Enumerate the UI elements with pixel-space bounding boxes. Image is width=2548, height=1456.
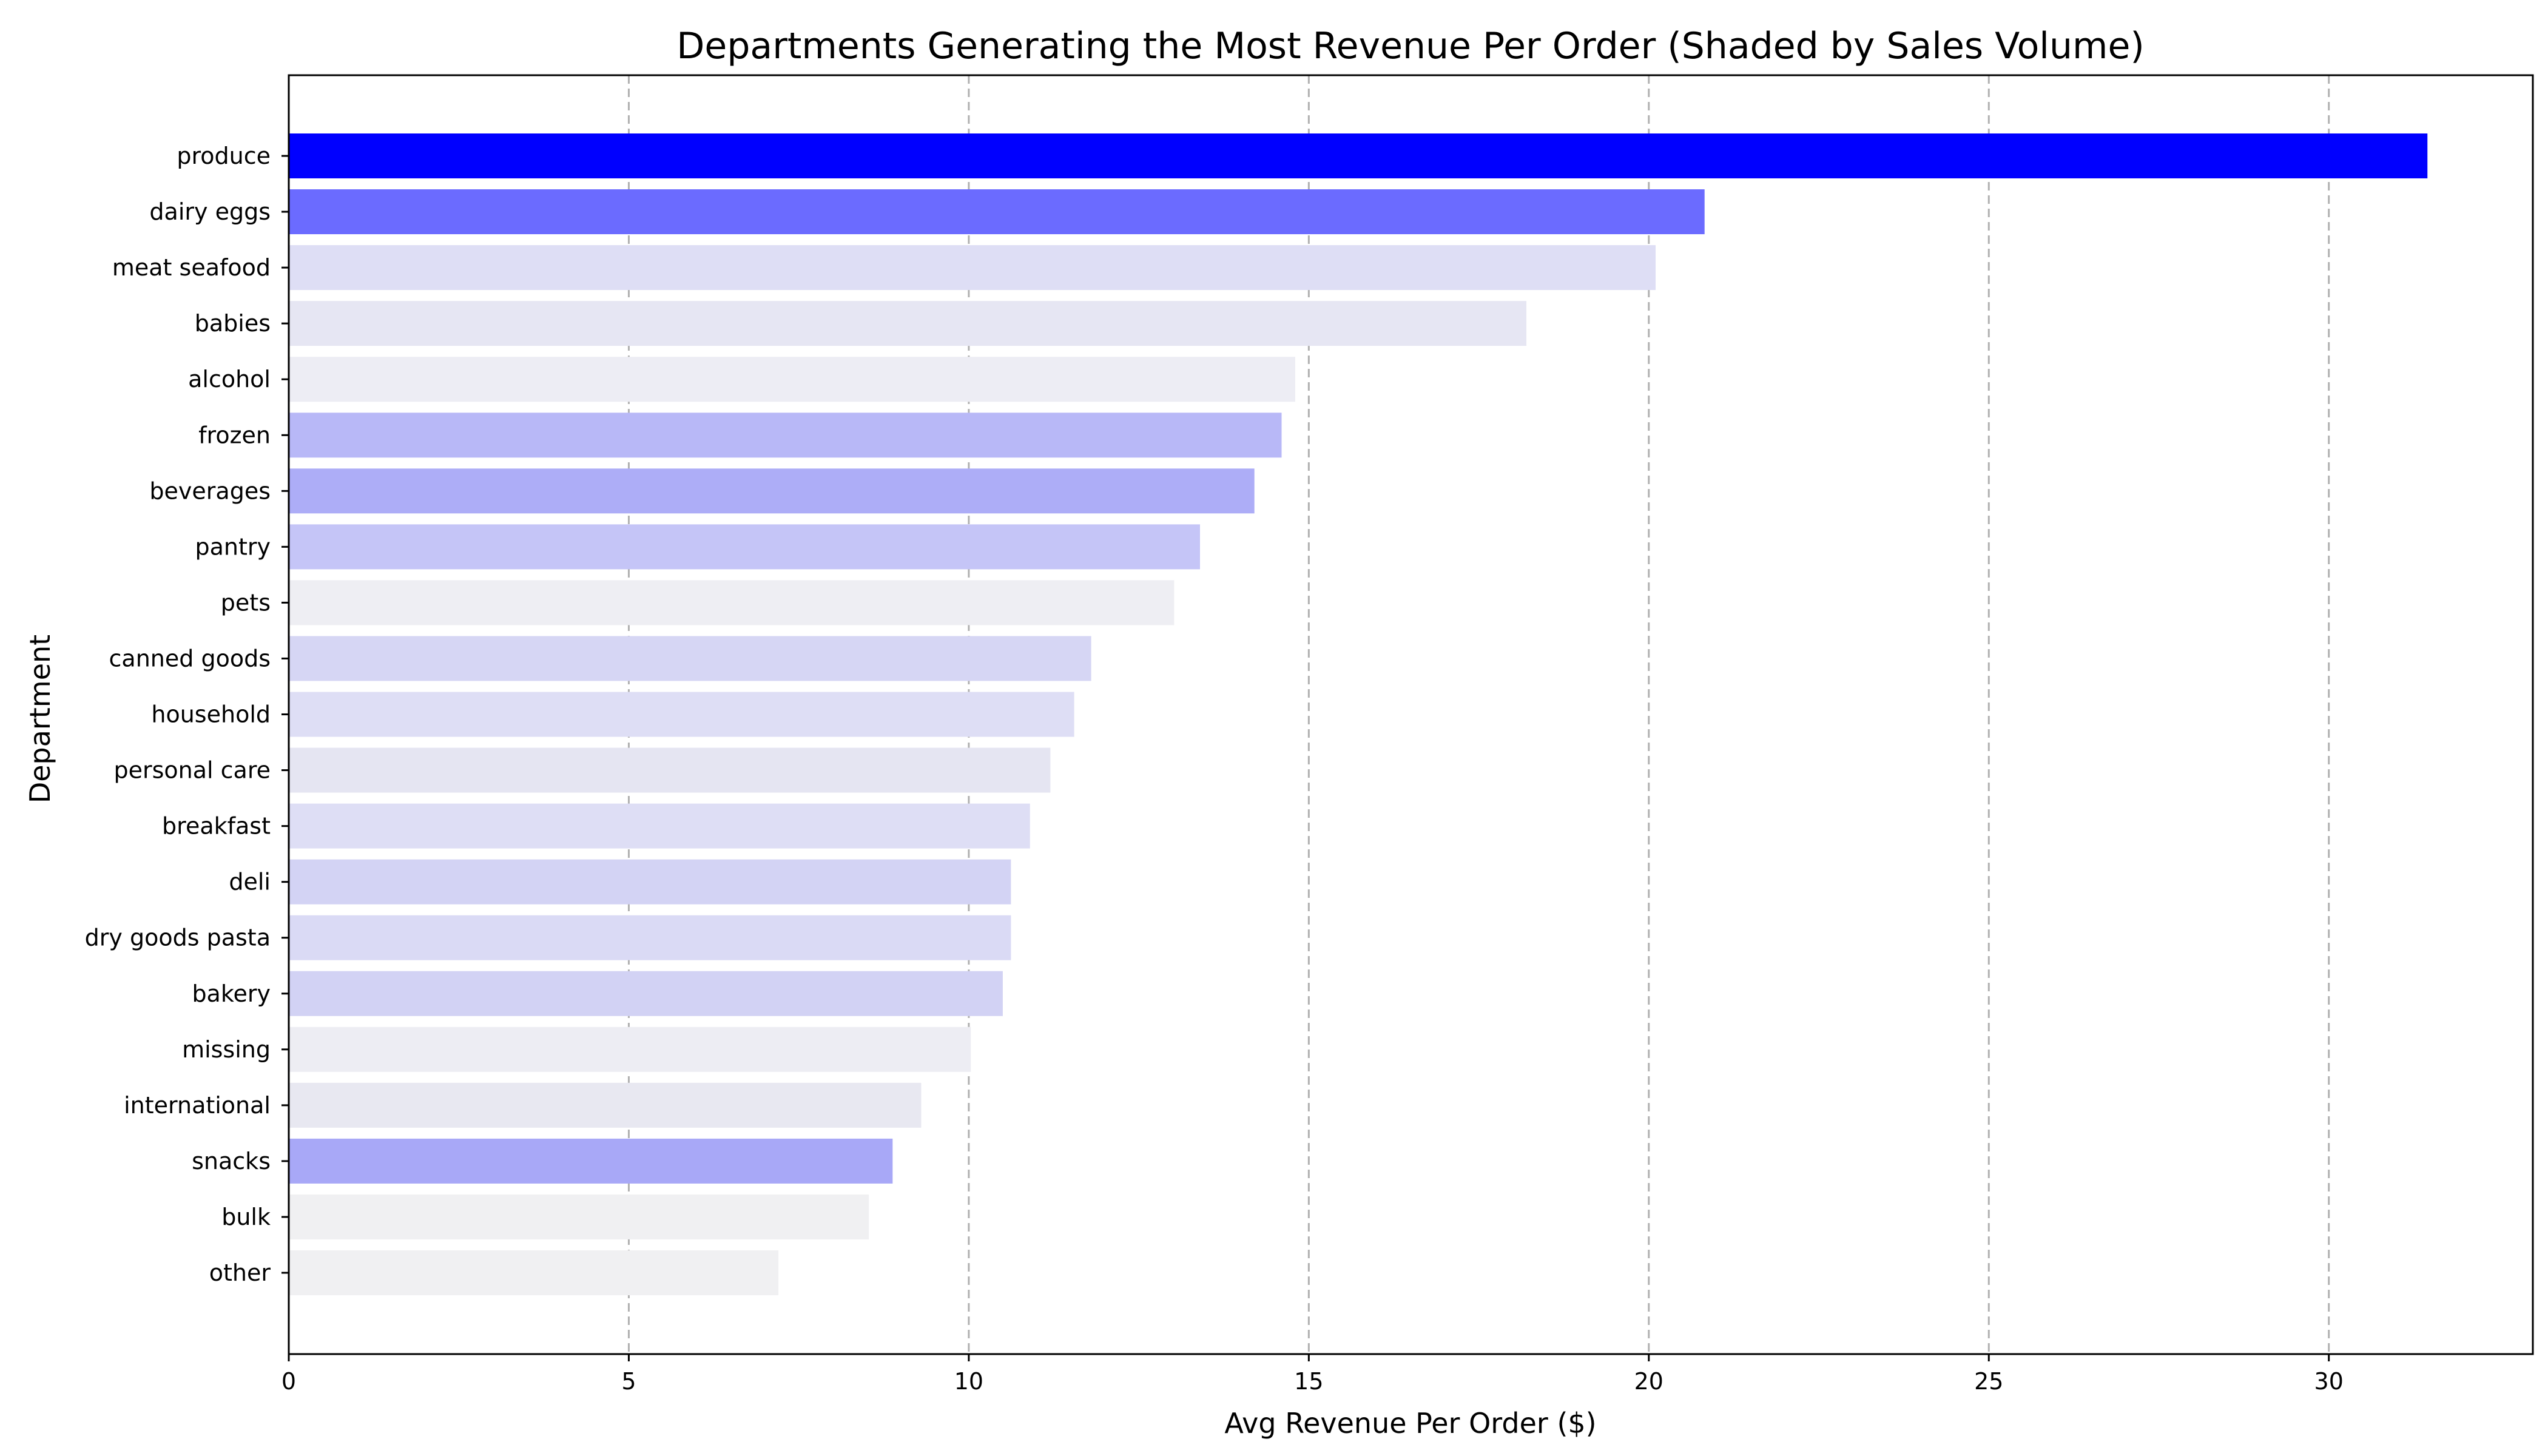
y-tick-label: deli [229,869,271,895]
bar-international [289,1082,922,1128]
y-tick-label: canned goods [109,645,271,672]
bars [289,133,2428,1295]
bar-alcohol [289,357,1295,402]
y-tick-labels: produce dairy eggs meat seafood babies alcoh… [85,143,289,1286]
bar-dry-goods-pasta [289,915,1011,960]
y-tick-label: breakfast [162,813,271,840]
bar-bulk [289,1194,869,1239]
x-tick-label: 10 [954,1368,983,1395]
y-tick-label: dairy eggs [149,198,271,225]
plot-frame [288,74,2534,1355]
bar-bakery [289,971,1003,1016]
y-tick-label: babies [195,310,271,337]
x-tick-label: 15 [1294,1368,1323,1395]
y-tick-label: alcohol [188,366,271,393]
y-tick-label: bakery [192,980,271,1007]
y-tick-label: snacks [192,1148,271,1175]
x-tick-labels: 0 5 10 15 20 25 30 [281,1354,2344,1395]
x-tick-label: 30 [2314,1368,2344,1395]
chart-title: Departments Generating the Most Revenue … [676,25,2145,67]
bar-personal-care [289,747,1051,793]
bar-produce [289,133,2428,178]
bar-babies [289,301,1527,346]
y-tick-label: household [151,701,271,728]
y-tick-label: personal care [113,757,271,784]
y-tick-label: beverages [149,477,271,504]
bar-pantry [289,524,1201,570]
y-tick-label: bulk [221,1204,271,1230]
x-tick-label: 0 [281,1368,296,1395]
bar-snacks [289,1138,893,1184]
x-tick-label: 20 [1634,1368,1663,1395]
y-tick-label: frozen [198,422,271,448]
bar-other [289,1250,779,1295]
bar-deli [289,859,1011,905]
y-tick-label: produce [177,143,271,169]
bar-canned-goods [289,636,1091,681]
x-tick-label: 5 [621,1368,636,1395]
y-tick-label: pantry [195,533,271,560]
bar-pets [289,580,1175,625]
bar-beverages [289,468,1255,514]
x-tick-label: 25 [1974,1368,2003,1395]
y-tick-label: international [124,1092,271,1119]
y-tick-label: pets [221,589,271,616]
bar-missing [289,1026,971,1072]
bar-meat-seafood [289,245,1656,291]
y-tick-label: missing [182,1036,271,1063]
bar-breakfast [289,803,1030,849]
y-axis-label: Department [24,635,56,803]
bar-dairy-eggs [289,189,1705,235]
bar-household [289,692,1074,737]
y-tick-label: meat seafood [112,254,271,281]
x-axis-label: Avg Revenue Per Order ($) [1224,1407,1596,1440]
y-tick-label: dry goods pasta [85,925,271,951]
y-tick-label: other [209,1259,271,1286]
bar-frozen [289,413,1282,458]
